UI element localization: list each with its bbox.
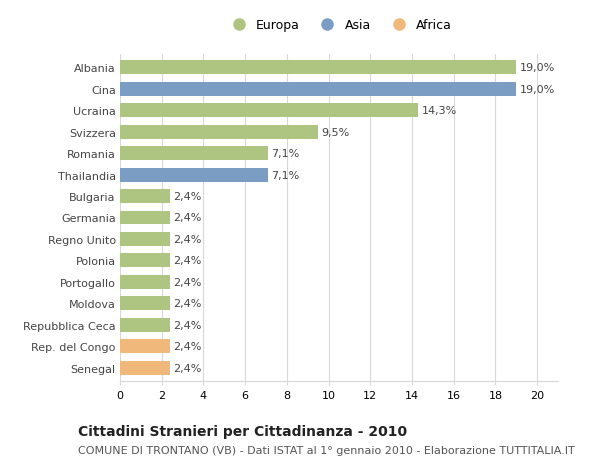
- Text: 2,4%: 2,4%: [173, 299, 202, 309]
- Text: 7,1%: 7,1%: [271, 149, 299, 159]
- Text: 2,4%: 2,4%: [173, 277, 202, 287]
- Bar: [120, 361, 170, 375]
- Bar: [120, 297, 170, 311]
- Bar: [120, 211, 170, 225]
- Bar: [120, 318, 170, 332]
- Text: 2,4%: 2,4%: [173, 235, 202, 245]
- Bar: [120, 61, 516, 75]
- Text: 2,4%: 2,4%: [173, 191, 202, 202]
- Bar: [120, 254, 170, 268]
- Text: 7,1%: 7,1%: [271, 170, 299, 180]
- Bar: [120, 83, 516, 96]
- Text: COMUNE DI TRONTANO (VB) - Dati ISTAT al 1° gennaio 2010 - Elaborazione TUTTITALI: COMUNE DI TRONTANO (VB) - Dati ISTAT al …: [78, 445, 575, 455]
- Bar: [120, 168, 268, 182]
- Text: 9,5%: 9,5%: [321, 127, 350, 137]
- Bar: [120, 340, 170, 353]
- Text: Cittadini Stranieri per Cittadinanza - 2010: Cittadini Stranieri per Cittadinanza - 2…: [78, 425, 407, 438]
- Text: 2,4%: 2,4%: [173, 320, 202, 330]
- Text: 2,4%: 2,4%: [173, 341, 202, 352]
- Text: 2,4%: 2,4%: [173, 213, 202, 223]
- Legend: Europa, Asia, Africa: Europa, Asia, Africa: [226, 19, 452, 32]
- Bar: [120, 233, 170, 246]
- Text: 14,3%: 14,3%: [421, 106, 457, 116]
- Text: 19,0%: 19,0%: [520, 84, 554, 95]
- Text: 19,0%: 19,0%: [520, 63, 554, 73]
- Bar: [120, 104, 418, 118]
- Bar: [120, 275, 170, 289]
- Bar: [120, 125, 318, 139]
- Bar: [120, 147, 268, 161]
- Text: 2,4%: 2,4%: [173, 363, 202, 373]
- Bar: [120, 190, 170, 203]
- Text: 2,4%: 2,4%: [173, 256, 202, 266]
